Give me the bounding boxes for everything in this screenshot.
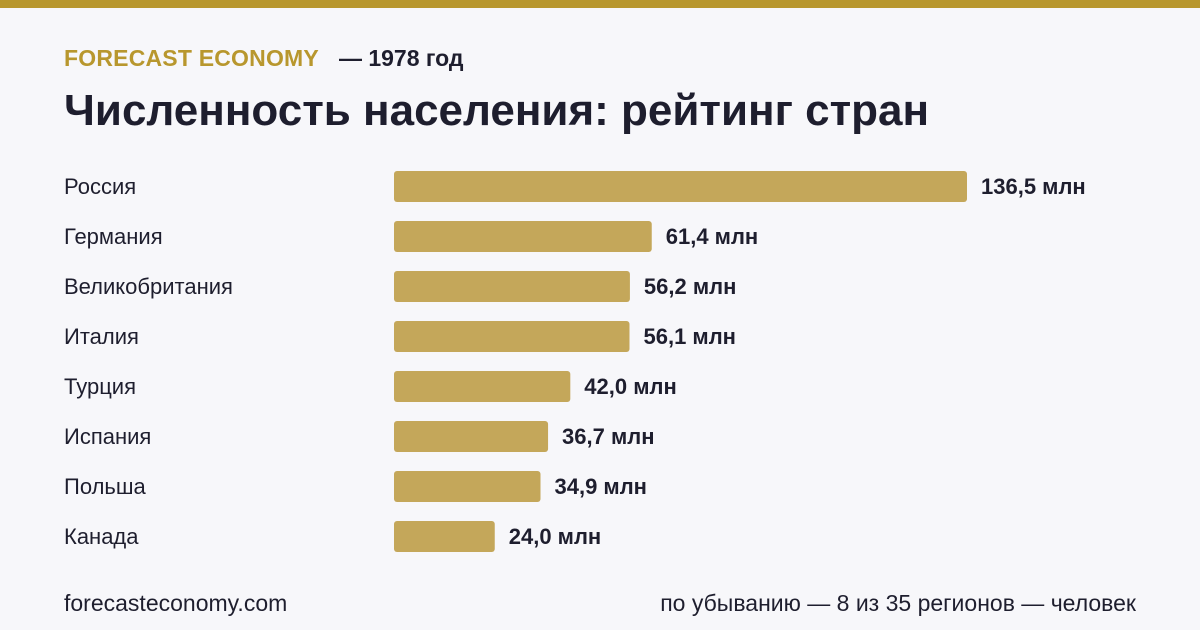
bar xyxy=(394,471,541,502)
category-label: Польша xyxy=(64,474,147,499)
value-label: 42,0 млн xyxy=(584,374,676,399)
brand-name: FORECAST ECONOMY xyxy=(64,45,319,71)
value-label: 56,1 млн xyxy=(643,324,735,349)
bar xyxy=(394,171,967,202)
category-label: Турция xyxy=(64,374,136,399)
footer-site: forecasteconomy.com xyxy=(64,590,288,616)
bar xyxy=(394,521,495,552)
bar xyxy=(394,321,630,352)
header: FORECAST ECONOMY — 1978 год xyxy=(64,45,464,72)
bar xyxy=(394,271,630,302)
value-label: 36,7 млн xyxy=(562,424,654,449)
category-label: Канада xyxy=(64,524,139,549)
value-label: 34,9 млн xyxy=(555,474,647,499)
value-label: 136,5 млн xyxy=(981,174,1086,199)
category-label: Россия xyxy=(64,174,136,199)
footer-note: по убыванию — 8 из 35 регионов — человек xyxy=(660,590,1136,616)
value-label: 24,0 млн xyxy=(509,524,601,549)
page-title: Численность населения: рейтинг стран xyxy=(64,86,930,135)
category-label: Великобритания xyxy=(64,274,233,299)
top-accent-stripe xyxy=(0,0,1200,8)
bar xyxy=(394,371,571,402)
bar xyxy=(394,421,549,452)
category-label: Германия xyxy=(64,224,163,249)
category-label: Испания xyxy=(64,424,151,449)
bar xyxy=(394,221,652,252)
category-label: Италия xyxy=(64,324,139,349)
value-label: 56,2 млн xyxy=(644,274,736,299)
value-label: 61,4 млн xyxy=(666,224,758,249)
period-label: — 1978 год xyxy=(338,45,464,71)
